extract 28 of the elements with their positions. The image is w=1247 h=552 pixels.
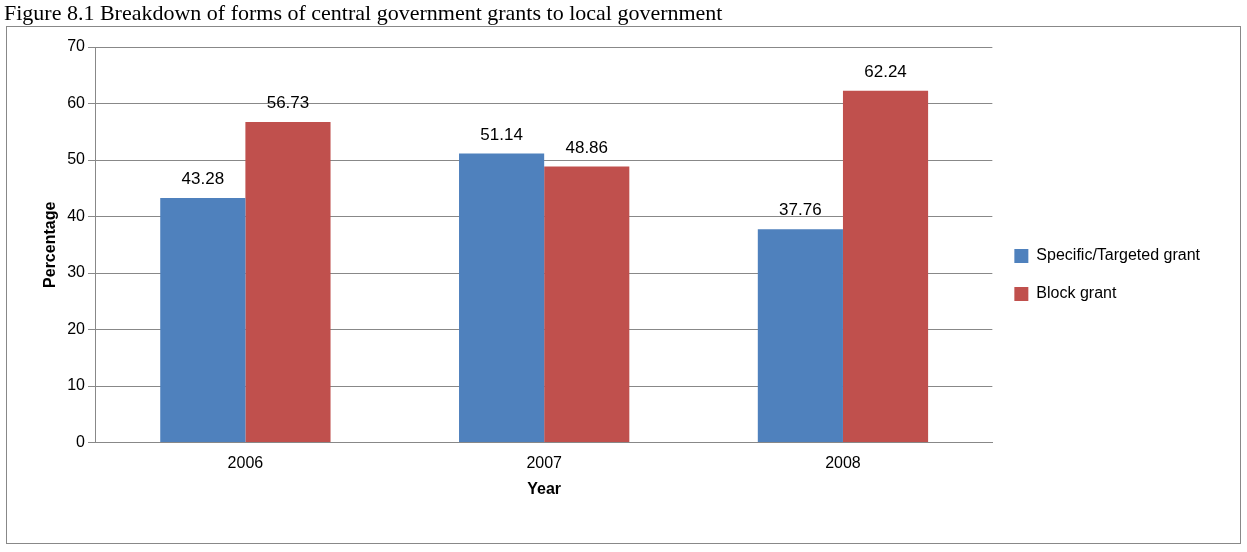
data-label: 43.28: [181, 169, 225, 189]
legend-label: Block grant: [1036, 284, 1117, 302]
y-tick-label: 70: [67, 37, 86, 55]
data-label: 62.24: [864, 62, 907, 82]
y-tick-label: 10: [67, 376, 86, 394]
x-tick-label: 2008: [825, 453, 861, 471]
y-tick-label: 60: [67, 93, 86, 111]
y-tick-label: 40: [67, 206, 86, 224]
data-label: 48.86: [565, 137, 609, 157]
bar: [544, 166, 630, 443]
data-label: 51.14: [480, 124, 523, 144]
y-axis-title: Percentage: [41, 201, 59, 288]
legend-label: Specific/Targeted grant: [1036, 246, 1201, 264]
data-label: 37.76: [779, 200, 822, 220]
x-tick-label: 2006: [227, 453, 264, 471]
bar: [160, 198, 246, 443]
y-tick-label: 50: [67, 150, 86, 168]
y-tick-label: 20: [67, 319, 86, 337]
x-axis-title: Year: [527, 479, 562, 497]
x-tick-label: 2007: [526, 453, 563, 471]
data-label: 56.73: [266, 93, 310, 113]
bar: [842, 90, 929, 443]
y-tick-label: 0: [76, 433, 86, 451]
bar: [757, 229, 843, 443]
y-tick-label: 30: [67, 263, 86, 281]
bar: [459, 153, 545, 443]
chart-title: Figure 8.1 Breakdown of forms of central government grants to local government: [3, 0, 724, 26]
bar: [245, 121, 331, 443]
